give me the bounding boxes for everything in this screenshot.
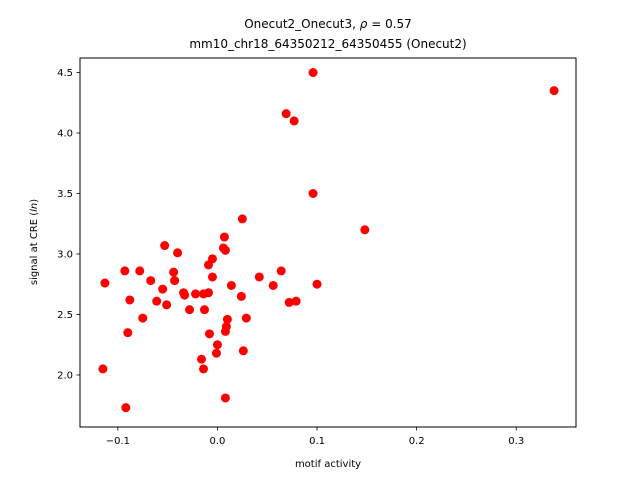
data-point <box>120 266 130 276</box>
data-point <box>211 348 221 358</box>
data-point <box>123 328 133 338</box>
plot-area <box>80 58 576 427</box>
data-point <box>222 314 232 324</box>
chart-title-line-1: Onecut2_Onecut3, ρ = 0.57 <box>244 17 412 31</box>
data-point <box>138 313 148 323</box>
data-point <box>291 296 301 306</box>
y-tick-label: 4.5 <box>57 68 73 79</box>
data-point <box>180 290 190 300</box>
y-tick-label: 2.0 <box>57 370 73 381</box>
data-point <box>121 403 131 413</box>
data-point <box>173 248 183 258</box>
y-tick-label: 2.5 <box>57 310 73 321</box>
data-point <box>220 245 230 255</box>
data-point <box>203 288 213 298</box>
x-tick-label: 0.2 <box>409 436 425 447</box>
data-point <box>237 214 247 224</box>
data-point <box>199 305 209 315</box>
data-point <box>254 272 264 282</box>
x-axis-label: motif activity <box>295 459 361 470</box>
data-point <box>312 279 322 289</box>
chart-title-line-2: mm10_chr18_64350212_64350455 (Onecut2) <box>189 37 466 51</box>
data-point <box>98 364 108 374</box>
data-point <box>308 189 318 199</box>
data-point <box>197 354 207 364</box>
data-point <box>241 313 251 323</box>
data-point <box>207 254 217 264</box>
data-point <box>170 276 180 286</box>
data-point <box>238 346 248 356</box>
data-point <box>221 322 231 332</box>
data-point <box>207 272 217 282</box>
data-point <box>276 266 286 276</box>
data-point <box>146 276 156 286</box>
y-axis-label: signal at CRE (ln) <box>29 199 40 285</box>
data-point <box>158 284 168 294</box>
data-point <box>284 297 294 307</box>
data-point <box>212 340 222 350</box>
data-point <box>152 296 162 306</box>
x-tick-label: 0.0 <box>209 436 225 447</box>
data-point <box>219 232 229 242</box>
data-point <box>185 305 195 315</box>
data-point <box>289 116 299 126</box>
data-point <box>160 241 170 251</box>
data-point <box>191 289 201 299</box>
y-tick-label: 3.0 <box>57 249 73 260</box>
data-point <box>308 68 318 78</box>
data-point <box>199 364 209 374</box>
data-point <box>220 393 230 403</box>
data-point <box>226 280 236 290</box>
y-tick-label: 3.5 <box>57 189 73 200</box>
data-point <box>162 300 172 310</box>
data-point <box>125 295 135 305</box>
data-point <box>100 278 110 288</box>
y-axis-ticks: 2.0 2.5 3.0 3.5 4.0 4.5 <box>57 68 80 381</box>
data-point <box>281 109 291 119</box>
data-point <box>204 329 214 339</box>
data-point <box>268 280 278 290</box>
data-point <box>169 267 179 277</box>
data-point <box>360 225 370 235</box>
x-axis-ticks: −0.1 0.0 0.1 0.2 0.3 <box>106 427 524 447</box>
x-tick-label: 0.1 <box>309 436 325 447</box>
data-point <box>236 291 246 301</box>
data-point <box>135 266 145 276</box>
data-point <box>549 86 559 96</box>
x-tick-label: 0.3 <box>508 436 524 447</box>
y-tick-label: 4.0 <box>57 129 73 140</box>
points-layer <box>98 68 559 413</box>
x-tick-label: −0.1 <box>106 436 130 447</box>
plot-frame <box>79 57 577 428</box>
